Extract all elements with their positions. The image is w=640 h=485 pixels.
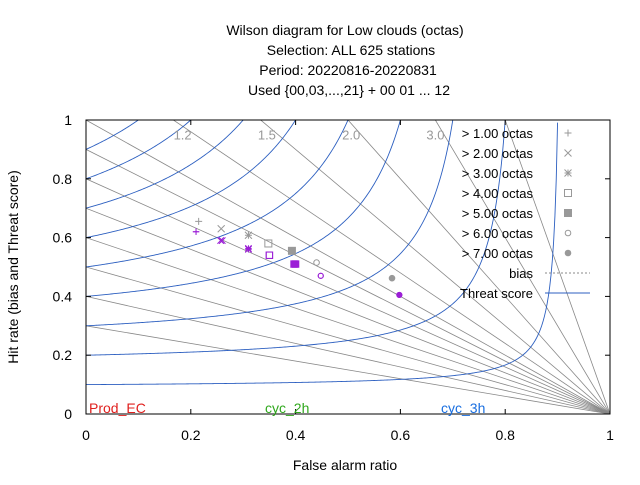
legend: > 1.00 octas > 2.00 octas > 3.00 octas > 4.… xyxy=(460,126,590,301)
x-tick-label: 0.2 xyxy=(181,427,201,443)
filled-circle-marker xyxy=(388,274,396,282)
y-axis-label: Hit rate (bias and Threat score) xyxy=(5,170,21,364)
x-axis-label: False alarm ratio xyxy=(293,457,397,473)
legend-label: > 3.00 octas xyxy=(462,166,534,181)
filled-circle-marker xyxy=(564,249,572,257)
bias-label: 3.0 xyxy=(426,127,444,142)
threat-isoline xyxy=(86,120,349,268)
square-marker xyxy=(265,251,274,259)
star-marker xyxy=(244,245,252,253)
bias-label: 1.2 xyxy=(174,127,192,142)
y-tick-label: 0.4 xyxy=(53,288,73,304)
y-tick-label: 0.8 xyxy=(53,171,73,187)
square-marker xyxy=(264,239,273,248)
threat-isoline xyxy=(86,120,454,327)
bias-labels: 1.2 1.5 2.0 3.0 xyxy=(174,127,445,142)
plot-frame xyxy=(85,119,611,415)
y-tick-label: 0.6 xyxy=(53,230,73,246)
title-line-2: Selection: ALL 625 stations xyxy=(267,42,435,58)
legend-label: > 7.00 octas xyxy=(462,246,534,261)
square-marker xyxy=(564,189,572,197)
cross-marker xyxy=(564,149,572,157)
title-line-3: Period: 20220816-20220831 xyxy=(259,62,437,78)
x-tick-label: 0.8 xyxy=(495,427,515,443)
threat-isoline xyxy=(86,120,244,209)
x-tick-label: 1 xyxy=(606,427,614,443)
legend-label: Threat score xyxy=(460,286,533,301)
axis-ticks: 0 0.2 0.4 0.6 0.8 1 0 0.2 0.4 0.6 0.8 1 xyxy=(53,112,615,443)
circle-marker xyxy=(313,259,320,266)
x-tick-label: 0.6 xyxy=(391,427,411,443)
label-cyc-2h: cyc_2h xyxy=(265,400,309,416)
legend-label: bias xyxy=(509,266,533,281)
threat-isoline xyxy=(86,120,192,180)
legend-label: > 5.00 octas xyxy=(462,206,534,221)
bias-isoline xyxy=(86,325,610,414)
bias-isoline xyxy=(347,120,610,414)
x-tick-label: 0.4 xyxy=(286,427,306,443)
cross-marker xyxy=(218,236,226,245)
legend-label: > 6.00 octas xyxy=(462,226,534,241)
filled-square-marker xyxy=(291,260,300,268)
bias-isoline xyxy=(504,120,610,414)
bias-label: 2.0 xyxy=(342,127,360,142)
circle-marker xyxy=(317,272,324,279)
bias-isoline xyxy=(86,149,610,414)
bias-isoline xyxy=(86,237,610,414)
bias-isoline xyxy=(86,178,610,414)
bias-label: 1.5 xyxy=(258,127,276,142)
y-tick-label: 0.2 xyxy=(53,347,73,363)
data-points xyxy=(192,217,403,298)
cross-marker xyxy=(217,224,226,233)
bias-isoline xyxy=(260,120,610,414)
legend-label: > 4.00 octas xyxy=(462,186,534,201)
title-line-1: Wilson diagram for Low clouds (octas) xyxy=(226,22,463,38)
star-marker xyxy=(244,231,253,240)
y-tick-label: 0 xyxy=(64,406,72,422)
plus-marker xyxy=(564,129,572,137)
y-tick-label: 1 xyxy=(64,112,72,128)
star-marker xyxy=(564,169,572,177)
bias-isolines xyxy=(86,120,610,414)
bias-isoline xyxy=(434,120,610,414)
title-line-4: Used {00,03,...,21} + 00 01 ... 12 xyxy=(248,82,450,98)
legend-label: > 2.00 octas xyxy=(462,146,534,161)
legend-label: > 1.00 octas xyxy=(462,126,534,141)
filled-circle-marker xyxy=(396,291,403,298)
filled-square-marker xyxy=(564,209,572,217)
plus-marker xyxy=(192,228,200,235)
circle-marker xyxy=(564,229,572,237)
filled-square-marker xyxy=(287,246,296,255)
threat-score-isolines xyxy=(86,120,558,386)
chart-title: Wilson diagram for Low clouds (octas) Se… xyxy=(226,22,463,98)
plus-marker xyxy=(195,217,203,225)
threat-isoline xyxy=(86,122,558,386)
bias-isoline xyxy=(86,296,610,414)
bias-isoline xyxy=(86,120,610,414)
bias-isoline xyxy=(86,207,610,414)
threat-isoline xyxy=(86,120,401,297)
threat-isoline xyxy=(86,120,140,150)
label-cyc-3h: cyc_3h xyxy=(441,400,485,416)
x-tick-label: 0 xyxy=(82,427,90,443)
threat-isoline xyxy=(86,120,506,356)
threat-isoline xyxy=(86,120,297,239)
cross-marker xyxy=(217,236,225,245)
label-prod-ec: Prod_EC xyxy=(89,400,146,416)
